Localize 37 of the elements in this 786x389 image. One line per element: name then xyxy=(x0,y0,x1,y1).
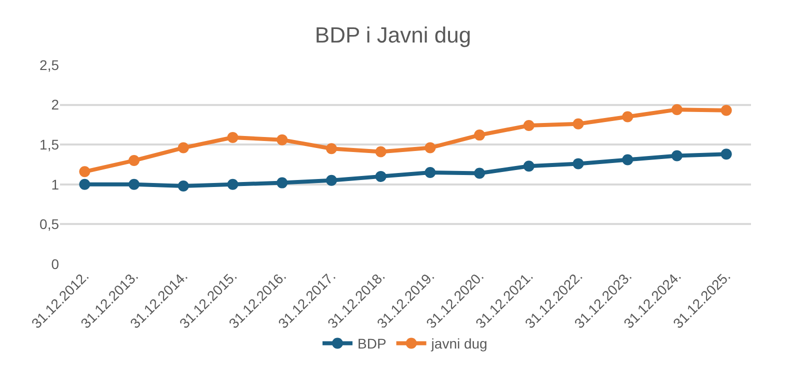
point xyxy=(178,142,189,154)
point xyxy=(375,146,386,158)
y-tick-label: 1,5 xyxy=(40,136,60,152)
point xyxy=(523,160,534,172)
point xyxy=(671,104,682,116)
point xyxy=(128,155,140,166)
point xyxy=(572,118,584,130)
point xyxy=(523,120,534,131)
y-tick-label: 2 xyxy=(51,96,60,113)
point xyxy=(474,130,486,141)
point xyxy=(128,178,140,190)
point xyxy=(276,177,288,188)
point xyxy=(375,170,386,182)
y-tick-label: 0,5 xyxy=(40,216,60,232)
point xyxy=(671,150,682,162)
point xyxy=(720,104,732,116)
point xyxy=(622,154,634,166)
point xyxy=(79,178,90,190)
point xyxy=(178,180,189,192)
point xyxy=(622,111,634,122)
point xyxy=(276,134,288,146)
point xyxy=(474,168,486,179)
point xyxy=(424,142,436,154)
point xyxy=(720,148,732,160)
y-tick-label: 0 xyxy=(51,256,60,272)
y-tick-label: 2,5 xyxy=(40,56,60,73)
point xyxy=(326,143,337,154)
point xyxy=(227,132,238,143)
point xyxy=(572,158,584,170)
legend-label: javni dug xyxy=(430,336,488,352)
point xyxy=(326,174,337,186)
point xyxy=(79,166,90,178)
chart-title: BDP i Javni dug xyxy=(314,22,472,48)
y-tick-label: 1 xyxy=(51,176,60,192)
point xyxy=(424,166,436,178)
point xyxy=(227,178,238,190)
legend-label: BDP xyxy=(358,336,386,352)
